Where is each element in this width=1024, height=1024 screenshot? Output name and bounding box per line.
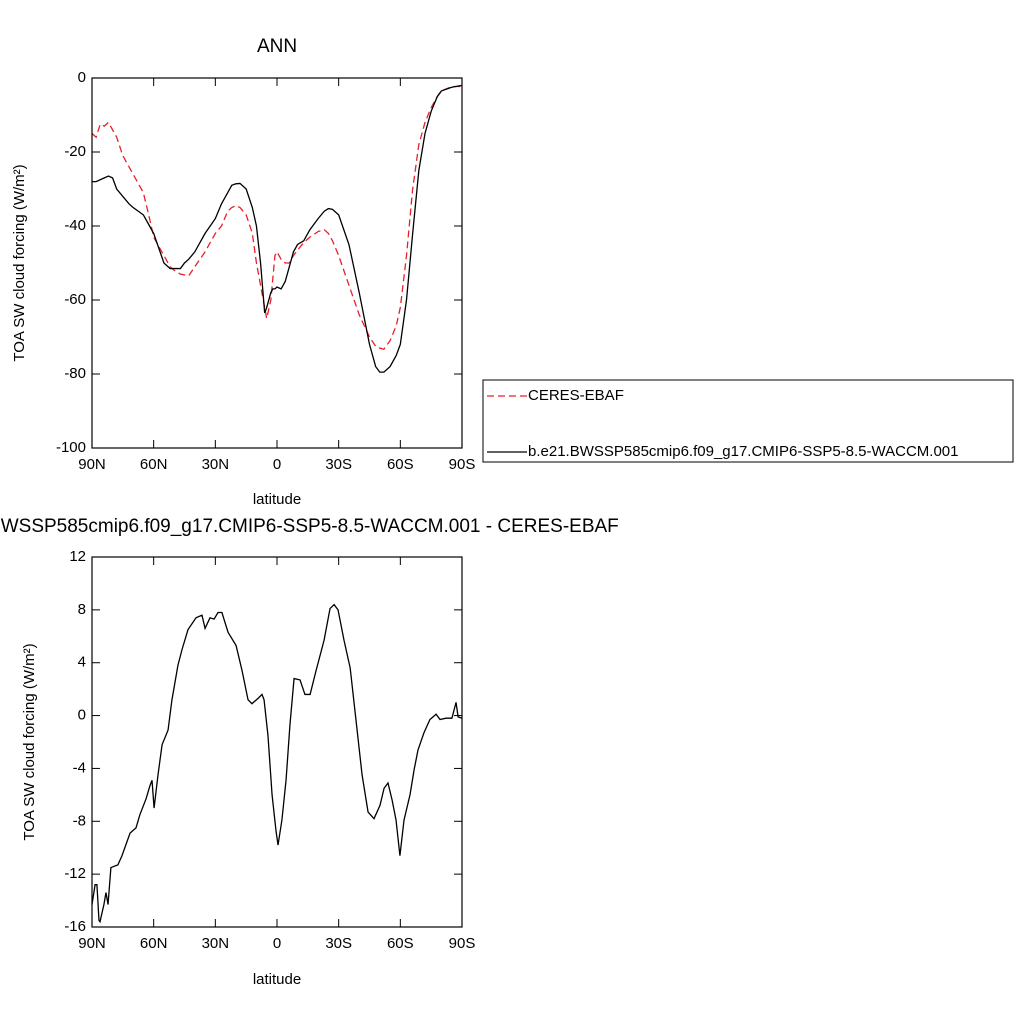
y-tick-label: -8 [73, 812, 86, 829]
legend-box [482, 379, 1014, 463]
y-tick-label: -4 [73, 759, 86, 776]
chart-title: ANN [257, 36, 297, 57]
x-tick-label: 30S [325, 456, 352, 473]
x-tick-label: 90S [449, 456, 476, 473]
x-tick-label: 60N [140, 935, 168, 952]
data-line [91, 85, 462, 350]
plot-frame [91, 556, 463, 928]
x-tick-label: 90S [449, 935, 476, 952]
legend-label: CERES-EBAF [528, 387, 624, 404]
x-tick-label: 30N [202, 456, 230, 473]
y-tick-label: 12 [69, 548, 86, 565]
y-tick-label: 0 [78, 707, 86, 724]
x-tick-label: 90N [78, 456, 106, 473]
legend-label: b.e21.BWSSP585cmip6.f09_g17.CMIP6-SSP5-8… [528, 443, 958, 460]
x-tick-label: 30S [325, 935, 352, 952]
y-tick-label: -16 [64, 918, 86, 935]
y-tick-label: -100 [56, 439, 86, 456]
x-tick-label: 0 [273, 935, 281, 952]
y-tick-label: -12 [64, 865, 86, 882]
y-tick-label: 4 [78, 654, 86, 671]
chart-title: b.e21.BWSSP585cmip6.f09_g17.CMIP6-SSP5-8… [0, 516, 619, 537]
data-line [92, 84, 463, 373]
x-axis-label: latitude [253, 491, 301, 508]
x-tick-label: 30N [202, 935, 230, 952]
x-tick-label: 90N [78, 935, 106, 952]
y-axis-label: TOA SW cloud forcing (W/m²) [11, 164, 28, 361]
y-tick-label: 0 [78, 69, 86, 86]
x-tick-label: 60S [387, 935, 414, 952]
x-tick-label: 0 [273, 456, 281, 473]
x-tick-label: 60N [140, 456, 168, 473]
plot-frame [91, 77, 463, 449]
data-line [91, 603, 463, 924]
y-tick-label: -40 [64, 217, 86, 234]
x-axis-label: latitude [253, 971, 301, 988]
y-tick-label: 8 [78, 601, 86, 618]
y-axis-label: TOA SW cloud forcing (W/m²) [21, 643, 38, 840]
y-tick-label: -20 [64, 143, 86, 160]
y-tick-label: -80 [64, 365, 86, 382]
x-tick-label: 60S [387, 456, 414, 473]
y-tick-label: -60 [64, 291, 86, 308]
